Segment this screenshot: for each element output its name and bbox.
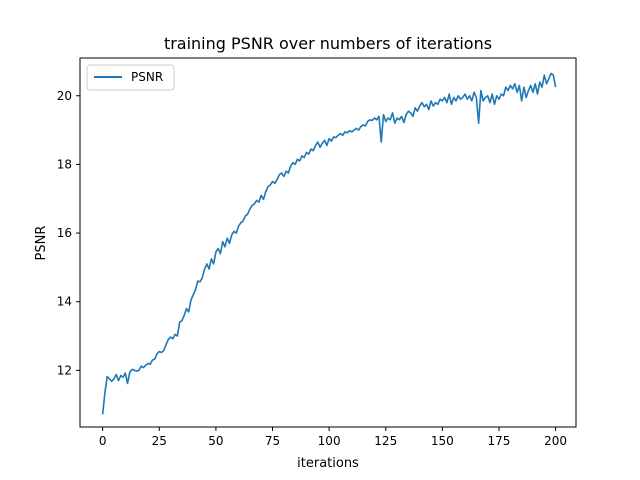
- chart-title: training PSNR over numbers of iterations: [164, 34, 492, 53]
- x-axis-ticks: 0 25 50 75 100 125 150 175 200: [99, 427, 567, 448]
- series-line-psnr: [101, 72, 557, 415]
- plot-frame: [79, 57, 577, 428]
- y-tick-label: 20: [57, 89, 72, 103]
- x-tick-label: 125: [374, 434, 397, 448]
- x-tick-label: 75: [265, 434, 280, 448]
- x-tick-label: 50: [208, 434, 223, 448]
- legend-entry-psnr: PSNR: [131, 70, 163, 84]
- plot-layer: [101, 72, 557, 415]
- y-tick-label: 16: [57, 226, 72, 240]
- y-tick-label: 18: [57, 157, 72, 171]
- x-tick-label: 0: [99, 434, 107, 448]
- y-axis-label: PSNR: [34, 226, 49, 261]
- x-tick-label: 25: [152, 434, 167, 448]
- legend-box: [86, 64, 175, 91]
- x-tick-label: 100: [318, 434, 341, 448]
- legend: PSNR: [86, 64, 175, 91]
- y-tick-label: 12: [57, 363, 72, 377]
- y-tick-label: 14: [57, 295, 72, 309]
- x-tick-label: 150: [431, 434, 454, 448]
- x-axis-label: iterations: [297, 456, 359, 471]
- x-tick-label: 175: [488, 434, 511, 448]
- y-axis-ticks: 12 14 16 18 20: [57, 89, 80, 377]
- x-tick-label: 200: [544, 434, 567, 448]
